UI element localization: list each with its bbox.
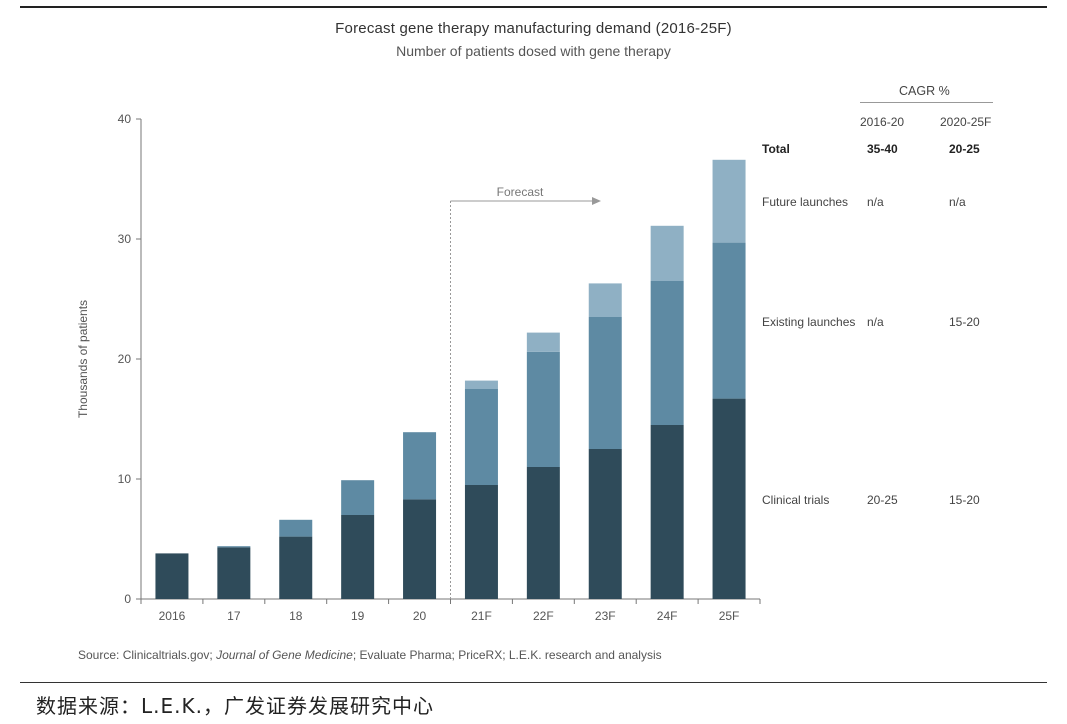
cagr-header: CAGR % (899, 84, 950, 98)
cagr-rule (860, 102, 993, 103)
x-tick-label: 17 (227, 609, 241, 623)
x-tick-label: 18 (289, 609, 303, 623)
row-existing-v1: n/a (867, 315, 884, 329)
row-future-v1: n/a (867, 195, 884, 209)
bar-clinical-trials-17 (217, 547, 251, 599)
bar-existing-launches-25F (712, 242, 746, 399)
row-future-v2: n/a (949, 195, 966, 209)
bar-clinical-trials-20 (403, 499, 437, 599)
bar-existing-launches-17 (217, 546, 251, 548)
source-journal: Journal of Gene Medicine (216, 648, 353, 662)
row-future-label: Future launches (762, 195, 849, 209)
row-existing-v2: 15-20 (949, 315, 980, 329)
top-rule (20, 6, 1047, 8)
cagr-col1-header: 2016-20 (860, 115, 905, 129)
x-tick-label: 23F (595, 609, 616, 623)
bar-clinical-trials-21F (464, 485, 498, 599)
source-suffix: ; Evaluate Pharma; PriceRX; L.E.K. resea… (352, 648, 662, 662)
x-tick-label: 2016 (159, 609, 186, 623)
y-tick-label: 40 (118, 112, 132, 126)
bar-existing-launches-21F (464, 389, 498, 485)
y-tick-label: 30 (118, 232, 132, 246)
bar-existing-launches-22F (526, 351, 560, 467)
row-clinical-v1: 20-25 (867, 493, 898, 507)
row-total-v2: 20-25 (949, 142, 980, 156)
chart-title: Forecast gene therapy manufacturing dema… (335, 20, 732, 37)
row-clinical-v2: 15-20 (949, 493, 980, 507)
source-prefix: Source: Clinicaltrials.gov; (78, 648, 217, 662)
x-tick-label: 24F (657, 609, 678, 623)
bar-future-launches-22F (526, 332, 560, 352)
row-clinical-label: Clinical trials (762, 493, 830, 507)
x-tick-label: 20 (413, 609, 427, 623)
row-existing-label: Existing launches (762, 315, 856, 329)
y-axis-label: Thousands of patients (76, 300, 90, 418)
bar-existing-launches-19 (341, 480, 375, 515)
bar-clinical-trials-25F (712, 398, 746, 599)
bar-clinical-trials-19 (341, 515, 375, 599)
source-note: Source: Clinicaltrials.gov; Journal of G… (78, 648, 662, 662)
bar-future-launches-23F (588, 283, 622, 317)
bottom-rule (20, 682, 1047, 683)
bar-clinical-trials-23F (588, 449, 622, 599)
x-tick-label: 19 (351, 609, 365, 623)
y-tick-label: 0 (124, 592, 131, 606)
bar-clinical-trials-24F (650, 425, 684, 599)
bar-future-launches-25F (712, 159, 746, 243)
x-tick-label: 22F (533, 609, 554, 623)
bar-clinical-trials-22F (526, 467, 560, 599)
y-tick-label: 10 (118, 472, 132, 486)
forecast-arrow-head (592, 197, 601, 205)
bar-existing-launches-23F (588, 317, 622, 449)
bar-clinical-trials-2016 (155, 553, 189, 599)
x-tick-label: 21F (471, 609, 492, 623)
data-source-footer: 数据来源：L.E.K.，广发证券发展研究中心 (36, 694, 434, 718)
bar-existing-launches-24F (650, 281, 684, 425)
bar-future-launches-24F (650, 225, 684, 281)
bar-clinical-trials-18 (279, 536, 313, 599)
row-total-label: Total (762, 142, 790, 156)
bar-existing-launches-18 (279, 519, 313, 537)
bar-existing-launches-20 (403, 432, 437, 500)
bar-future-launches-21F (464, 380, 498, 389)
chart-subtitle: Number of patients dosed with gene thera… (396, 43, 671, 59)
y-tick-label: 20 (118, 352, 132, 366)
row-total-v1: 35-40 (867, 142, 898, 156)
cagr-col2-header: 2020-25F (940, 115, 992, 129)
forecast-label: Forecast (497, 185, 544, 199)
x-tick-label: 25F (719, 609, 740, 623)
